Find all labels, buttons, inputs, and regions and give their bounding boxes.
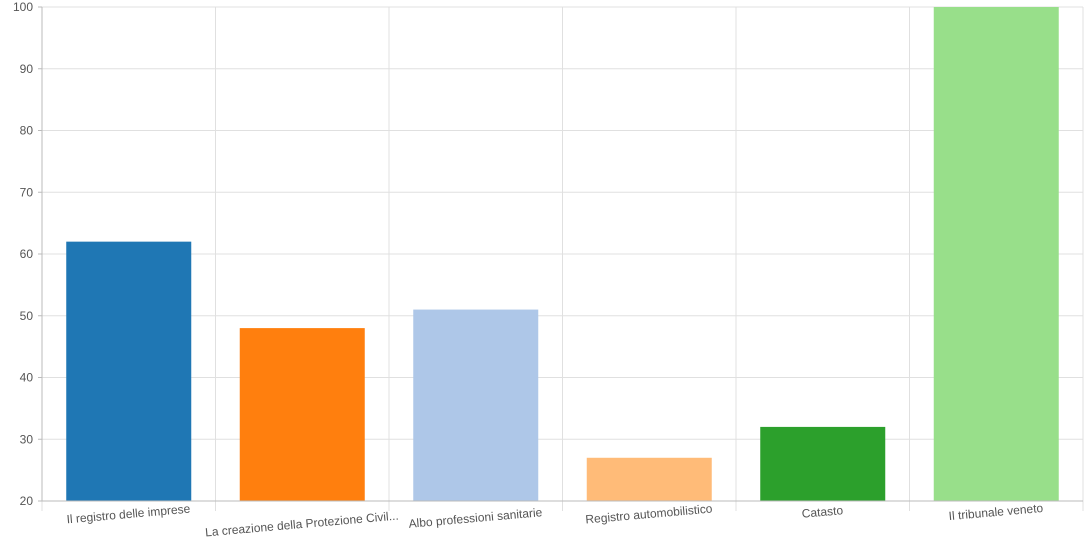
x-tick-label: Albo professioni sanitarie bbox=[408, 505, 543, 531]
bars bbox=[66, 7, 1059, 501]
y-tick-labels: 20 30 40 50 60 70 80 90 100 bbox=[13, 0, 33, 508]
bar bbox=[760, 426, 886, 501]
y-tick-label: 90 bbox=[20, 62, 34, 76]
bar bbox=[586, 457, 712, 501]
x-tick-label: Catasto bbox=[801, 503, 844, 521]
gridlines bbox=[41, 6, 1084, 511]
bar bbox=[413, 309, 539, 501]
y-tick-label: 20 bbox=[20, 494, 34, 508]
x-tick-label: Registro automobilistico bbox=[585, 501, 713, 526]
y-tick-label: 40 bbox=[20, 371, 34, 385]
x-tick-label: Il registro delle imprese bbox=[66, 502, 191, 527]
y-tick-label: 80 bbox=[20, 124, 34, 138]
axes bbox=[38, 6, 1083, 502]
y-tick-label: 50 bbox=[20, 309, 34, 323]
bar bbox=[239, 328, 365, 501]
bar bbox=[933, 7, 1059, 501]
y-tick-label: 70 bbox=[20, 185, 34, 199]
bar bbox=[66, 241, 192, 501]
x-tick-label: Il tribunale veneto bbox=[948, 501, 1044, 523]
x-tick-labels: Il registro delle imprese La creazione de… bbox=[66, 501, 1044, 540]
y-tick-label: 100 bbox=[13, 0, 33, 14]
y-tick-label: 30 bbox=[20, 432, 34, 446]
y-tick-label: 60 bbox=[20, 247, 34, 261]
x-tick-label: La creazione della Protezione Civil... bbox=[205, 509, 400, 540]
